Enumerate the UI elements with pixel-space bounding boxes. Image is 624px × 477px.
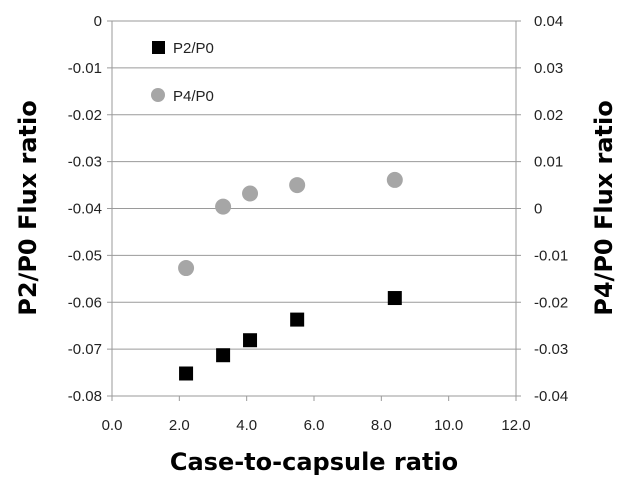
point-p4-p0 — [289, 177, 306, 194]
y2-tick-label: 0.01 — [534, 154, 563, 171]
y-tick-label: -0.02 — [68, 107, 102, 124]
x-axis-ticks: 0.0 2.0 4.0 6.0 8.0 10.0 12.0 — [102, 396, 531, 434]
legend-marker-p4-p0 — [151, 88, 165, 102]
x-tick-label: 12.0 — [501, 417, 530, 434]
point-p2-p0 — [216, 348, 231, 363]
point-p4-p0 — [215, 198, 232, 215]
y2-tick-label: 0.02 — [534, 107, 563, 124]
x-tick-label: 10.0 — [434, 417, 463, 434]
y-tick-label: -0.04 — [68, 201, 102, 218]
y-tick-label: -0.06 — [68, 294, 102, 311]
y-tick-label: -0.08 — [68, 388, 102, 405]
legend-label-p4-p0: P4/P0 — [173, 88, 214, 105]
y2-tick-label: 0.03 — [534, 60, 563, 77]
right-y-axis-title: P4/P0 Flux ratio — [590, 100, 618, 315]
right-y-axis-ticks: 0.04 0.03 0.02 0.01 0 -0.01 -0.02 -0.03 -0.04 — [516, 13, 568, 405]
legend-label-p2-p0: P2/P0 — [173, 40, 214, 57]
x-tick-label: 2.0 — [169, 417, 190, 434]
left-y-axis-ticks: 0 -0.01 -0.02 -0.03 -0.04 -0.05 -0.06 -0.07 -0.0… — [68, 13, 112, 405]
point-p4-p0 — [386, 171, 403, 188]
left-y-axis-title: P2/P0 Flux ratio — [14, 100, 42, 315]
x-tick-label: 8.0 — [371, 417, 392, 434]
x-axis-title: Case-to-capsule ratio — [170, 448, 458, 476]
point-p2-p0 — [387, 291, 402, 306]
point-p4-p0 — [178, 260, 195, 277]
y2-tick-label: 0.04 — [534, 13, 563, 30]
point-p2-p0 — [290, 312, 305, 327]
y-tick-label: -0.07 — [68, 341, 102, 358]
y2-tick-label: -0.02 — [534, 294, 568, 311]
x-tick-label: 6.0 — [304, 417, 325, 434]
y-tick-label: -0.03 — [68, 154, 102, 171]
gridlines — [112, 67, 516, 350]
x-tick-label: 0.0 — [102, 417, 123, 434]
y-tick-label: 0 — [94, 13, 102, 30]
y-tick-label: -0.05 — [68, 247, 102, 264]
legend: P2/P0 P4/P0 — [151, 40, 214, 105]
legend-marker-p2-p0 — [152, 41, 165, 54]
y2-tick-label: -0.01 — [534, 247, 568, 264]
x-tick-label: 4.0 — [236, 417, 257, 434]
point-p2-p0 — [243, 333, 258, 348]
y-tick-label: -0.01 — [68, 60, 102, 77]
point-p4-p0 — [242, 185, 259, 202]
data-points — [178, 171, 403, 381]
point-p2-p0 — [179, 366, 194, 381]
y2-tick-label: -0.03 — [534, 341, 568, 358]
y2-tick-label: 0 — [534, 201, 542, 218]
y2-tick-label: -0.04 — [534, 388, 568, 405]
